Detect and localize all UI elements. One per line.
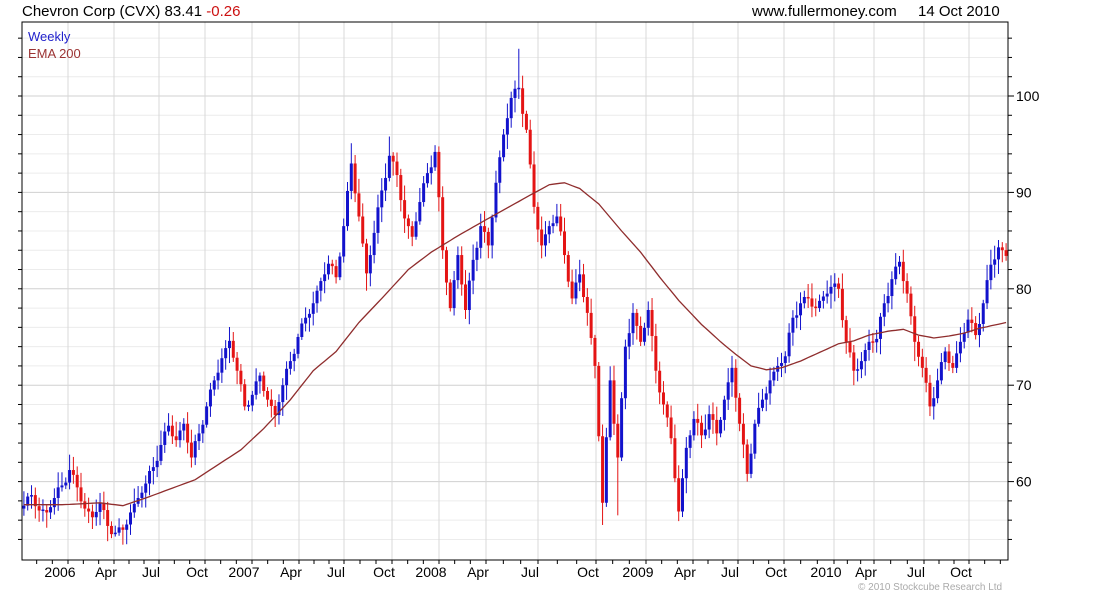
x-axis-label: Jul: [521, 564, 539, 580]
x-axis-label: Apr: [467, 564, 489, 580]
x-axis-label: Oct: [577, 564, 599, 580]
x-axis-label: 2007: [228, 564, 259, 580]
y-axis-label: 80: [1016, 281, 1032, 297]
x-axis-label: Jul: [142, 564, 160, 580]
plot-border: [21, 21, 1009, 561]
copyright-notice: © 2010 Stockcube Research Ltd: [858, 582, 1003, 593]
y-axis-label: 90: [1016, 184, 1032, 200]
y-axis-label: 100: [1016, 88, 1040, 104]
x-axis-label: Jul: [907, 564, 925, 580]
legend-weekly-label: Weekly: [28, 29, 71, 44]
x-axis-label: Apr: [280, 564, 302, 580]
ema-200-line: [23, 182, 1007, 507]
x-axis-label: Oct: [186, 564, 208, 580]
x-axis-label: Oct: [950, 564, 972, 580]
chart-title-change: -0.26: [206, 3, 241, 20]
chart-title: Chevron Corp (CVX) 83.41 -0.26: [22, 3, 240, 20]
x-axis-label: Oct: [373, 564, 395, 580]
x-axis-label: 2010: [810, 564, 841, 580]
x-axis-label: 2009: [622, 564, 653, 580]
chart-date: 14 Oct 2010: [918, 3, 1000, 20]
website-link[interactable]: www.fullermoney.com: [752, 3, 897, 20]
x-axis-label: 2006: [44, 564, 75, 580]
y-axis-label: 70: [1016, 377, 1032, 393]
x-axis-label: Jul: [327, 564, 345, 580]
x-axis-label: Apr: [95, 564, 117, 580]
x-axis-label: Apr: [855, 564, 877, 580]
x-axis-label: Apr: [674, 564, 696, 580]
x-axis-label: Oct: [765, 564, 787, 580]
chart-title-main: Chevron Corp (CVX) 83.41: [22, 3, 207, 20]
y-axis-label: 60: [1016, 474, 1032, 490]
legend-ema-label: EMA 200: [28, 46, 81, 61]
x-axis-label: Jul: [721, 564, 739, 580]
x-axis-label: 2008: [415, 564, 446, 580]
